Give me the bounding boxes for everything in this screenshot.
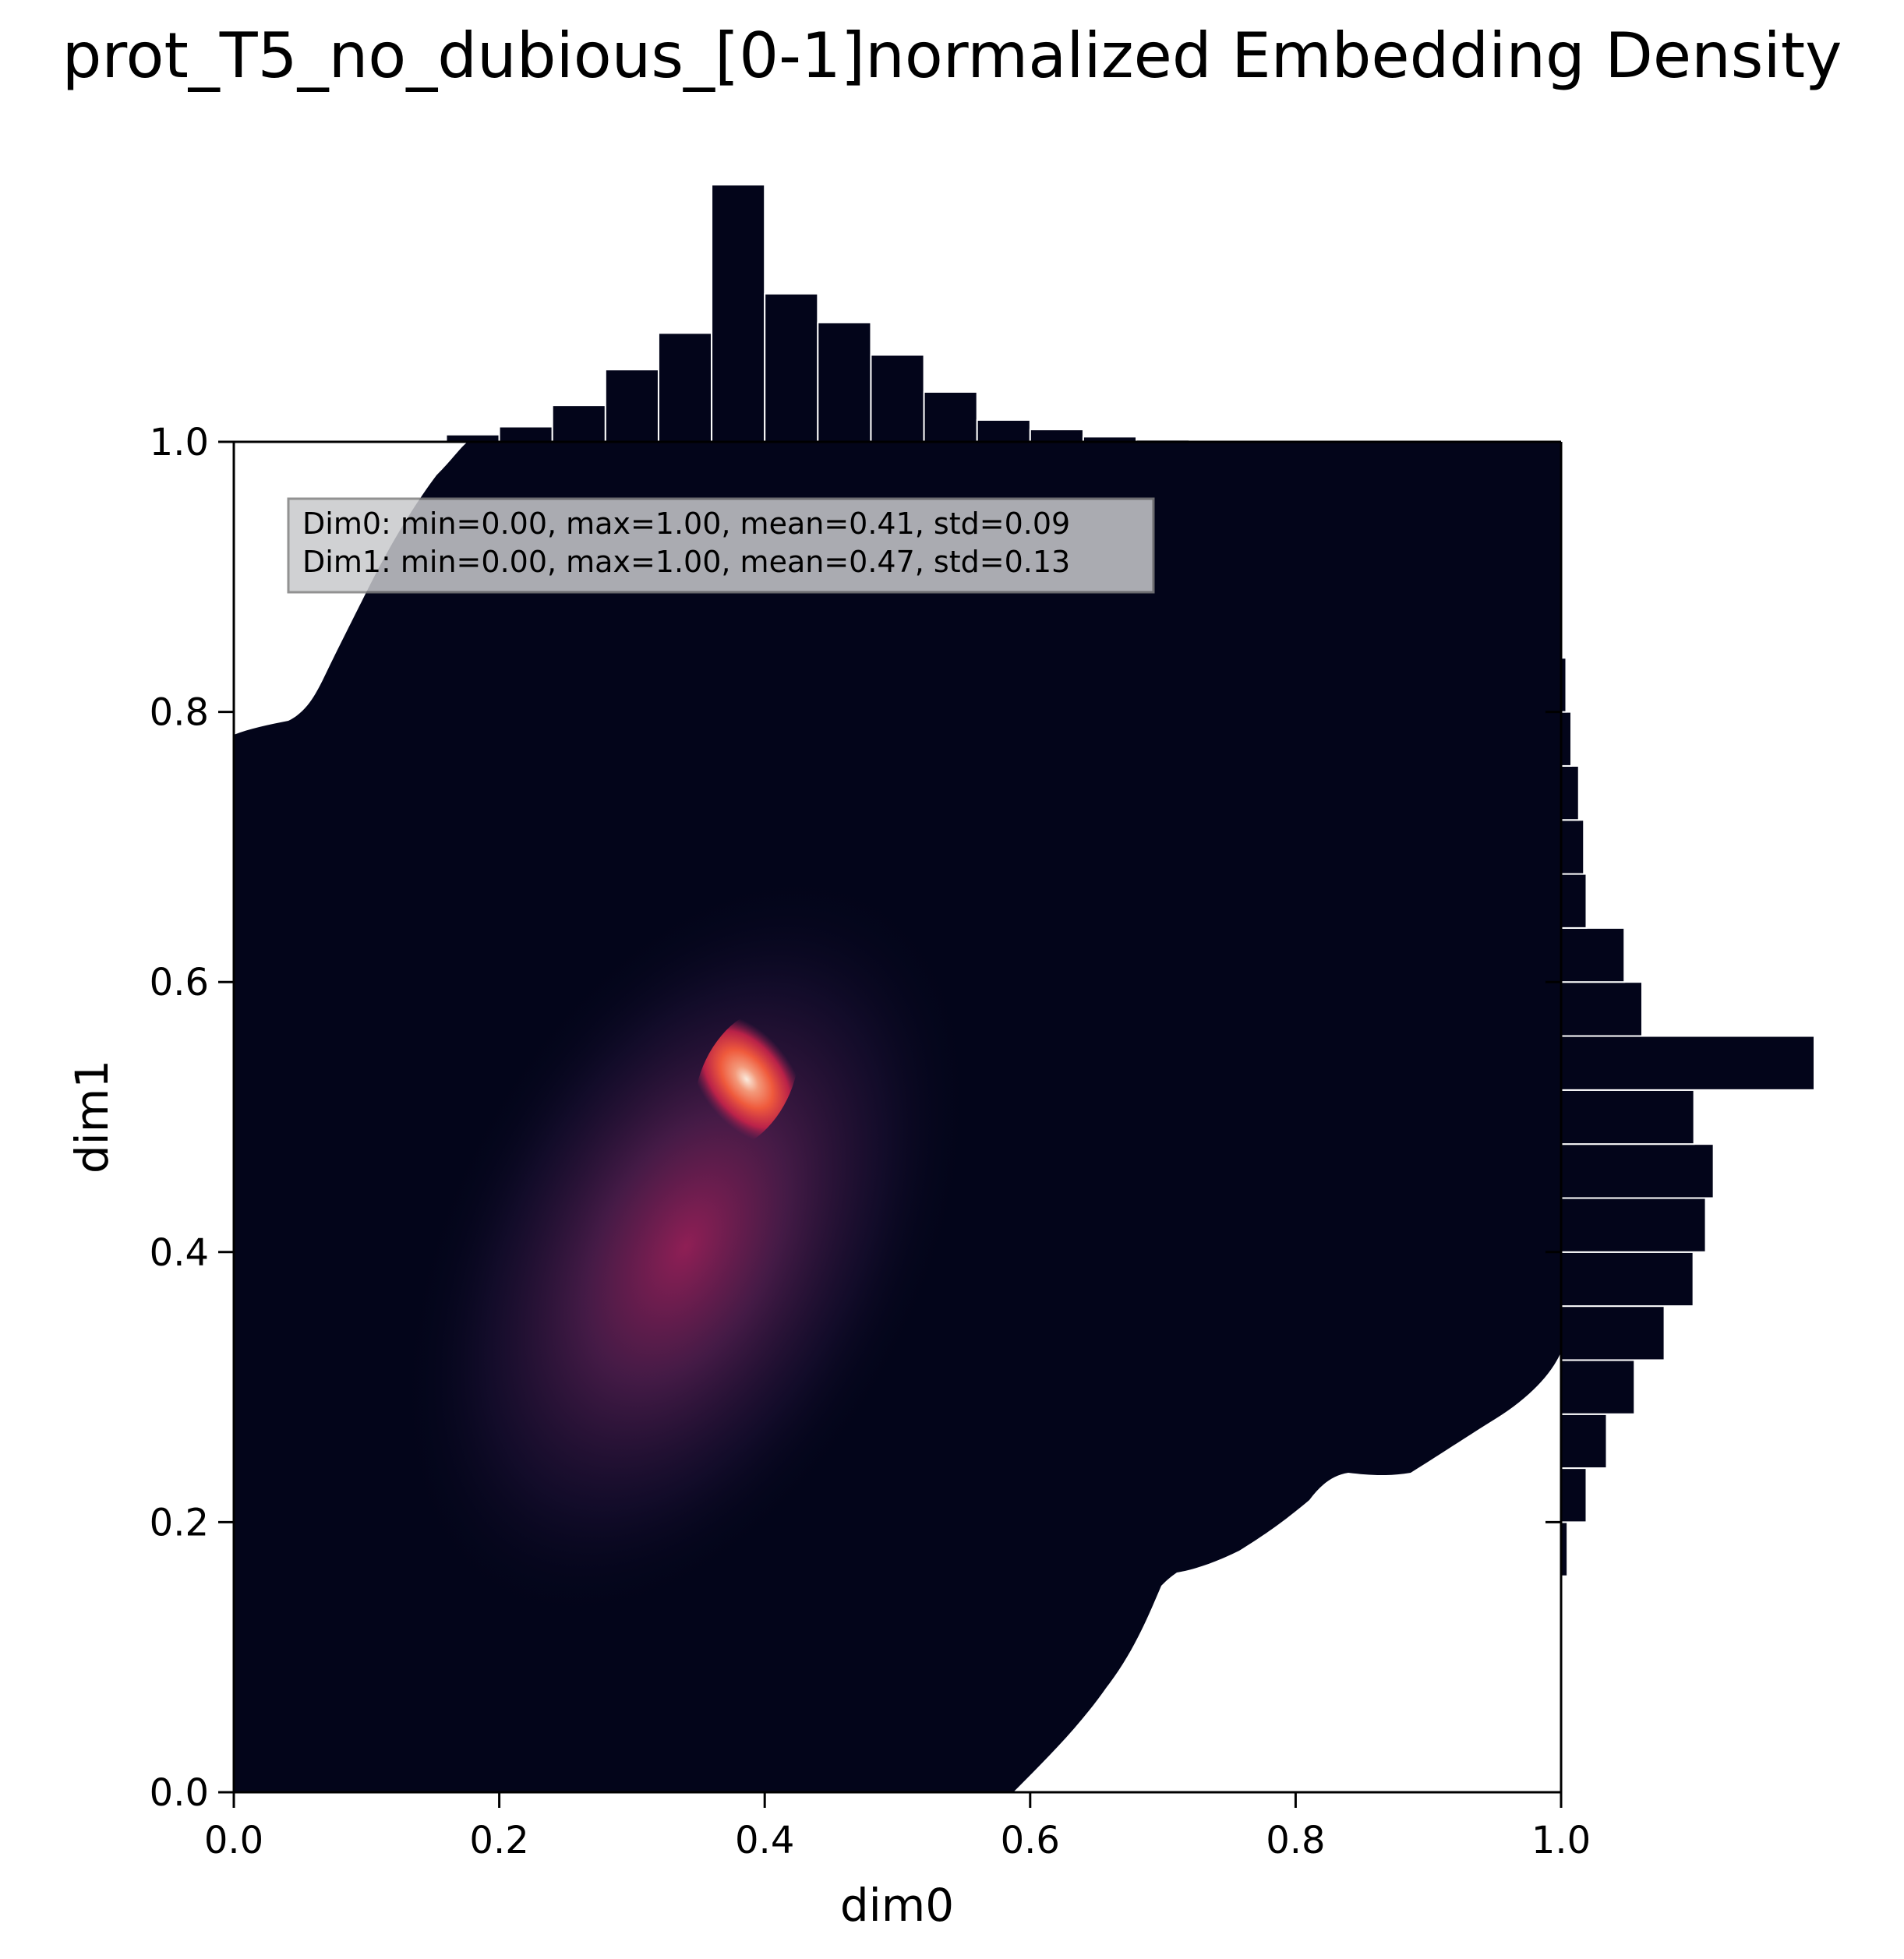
- x-tick-label: 0.0: [204, 1819, 263, 1862]
- x-marginal-histogram: [339, 184, 1191, 443]
- y-tick-label: 1.0: [150, 421, 209, 464]
- y-hist-bar: [1560, 1251, 1694, 1308]
- y-hist-bar: [1560, 1197, 1707, 1253]
- stats-box-background: [287, 497, 1155, 594]
- x-tick-label: 0.2: [469, 1819, 528, 1862]
- x-hist-bar: [604, 369, 659, 443]
- density-peak: [694, 1009, 799, 1149]
- y-hist-bar: [1560, 1359, 1636, 1415]
- x-hist-bar: [711, 184, 766, 443]
- y-hist-bar: [1560, 873, 1588, 929]
- y-axis-ticks: 0.0 0.2 0.4 0.6 0.8 1.0: [150, 421, 1561, 1815]
- x-hist-bar: [870, 354, 925, 443]
- x-tick-label: 0.4: [735, 1819, 794, 1862]
- stats-line-dim1: Dim1: min=0.00, max=1.00, mean=0.47, std…: [302, 545, 1070, 579]
- y-hist-bar: [1560, 981, 1643, 1037]
- density-layer: [234, 442, 1561, 1792]
- y-hist-bar: [1560, 711, 1572, 767]
- x-hist-bar: [923, 390, 978, 443]
- y-hist-bar: [1560, 1413, 1608, 1470]
- y-tick-label: 0.0: [150, 1771, 209, 1815]
- y-tick-label: 0.4: [150, 1231, 209, 1275]
- x-tick-label: 0.8: [1266, 1819, 1325, 1862]
- x-hist-bar: [764, 292, 819, 443]
- x-axis-label: dim0: [840, 1879, 954, 1932]
- y-marginal-histogram: [1560, 657, 1815, 1577]
- x-hist-bar: [976, 418, 1031, 443]
- x-axis-ticks: 0.0 0.2 0.4 0.6 0.8 1.0: [204, 1792, 1591, 1862]
- y-hist-bar: [1560, 764, 1580, 821]
- x-tick-label: 1.0: [1531, 1819, 1591, 1862]
- x-hist-bar: [1029, 429, 1084, 443]
- density-mid-region: [234, 442, 1561, 1792]
- y-axis-label: dim1: [65, 1060, 118, 1174]
- x-hist-bar: [498, 425, 553, 443]
- x-hist-bar: [817, 321, 872, 443]
- y-hist-bar: [1560, 1143, 1715, 1199]
- x-hist-bar: [551, 404, 606, 443]
- y-tick-label: 0.2: [150, 1501, 209, 1544]
- y-hist-bar: [1560, 1467, 1588, 1523]
- chart-title: prot_T5_no_dubious_[0-1]normalized Embed…: [62, 19, 1842, 92]
- stats-box: Dim0: min=0.00, max=1.00, mean=0.41, std…: [287, 497, 1155, 594]
- y-hist-bar: [1560, 1089, 1695, 1145]
- axes-frame: [232, 440, 1563, 1794]
- x-hist-bar: [657, 332, 713, 443]
- y-hist-bar: [1560, 927, 1626, 983]
- stats-line-dim0: Dim0: min=0.00, max=1.00, mean=0.41, std…: [302, 507, 1070, 541]
- x-tick-label: 0.6: [1001, 1819, 1060, 1862]
- y-hist-bar: [1560, 1305, 1666, 1361]
- y-hist-bar: [1560, 819, 1585, 875]
- y-tick-label: 0.6: [150, 961, 209, 1004]
- y-tick-label: 0.8: [150, 691, 209, 735]
- y-hist-bar: [1560, 1035, 1815, 1091]
